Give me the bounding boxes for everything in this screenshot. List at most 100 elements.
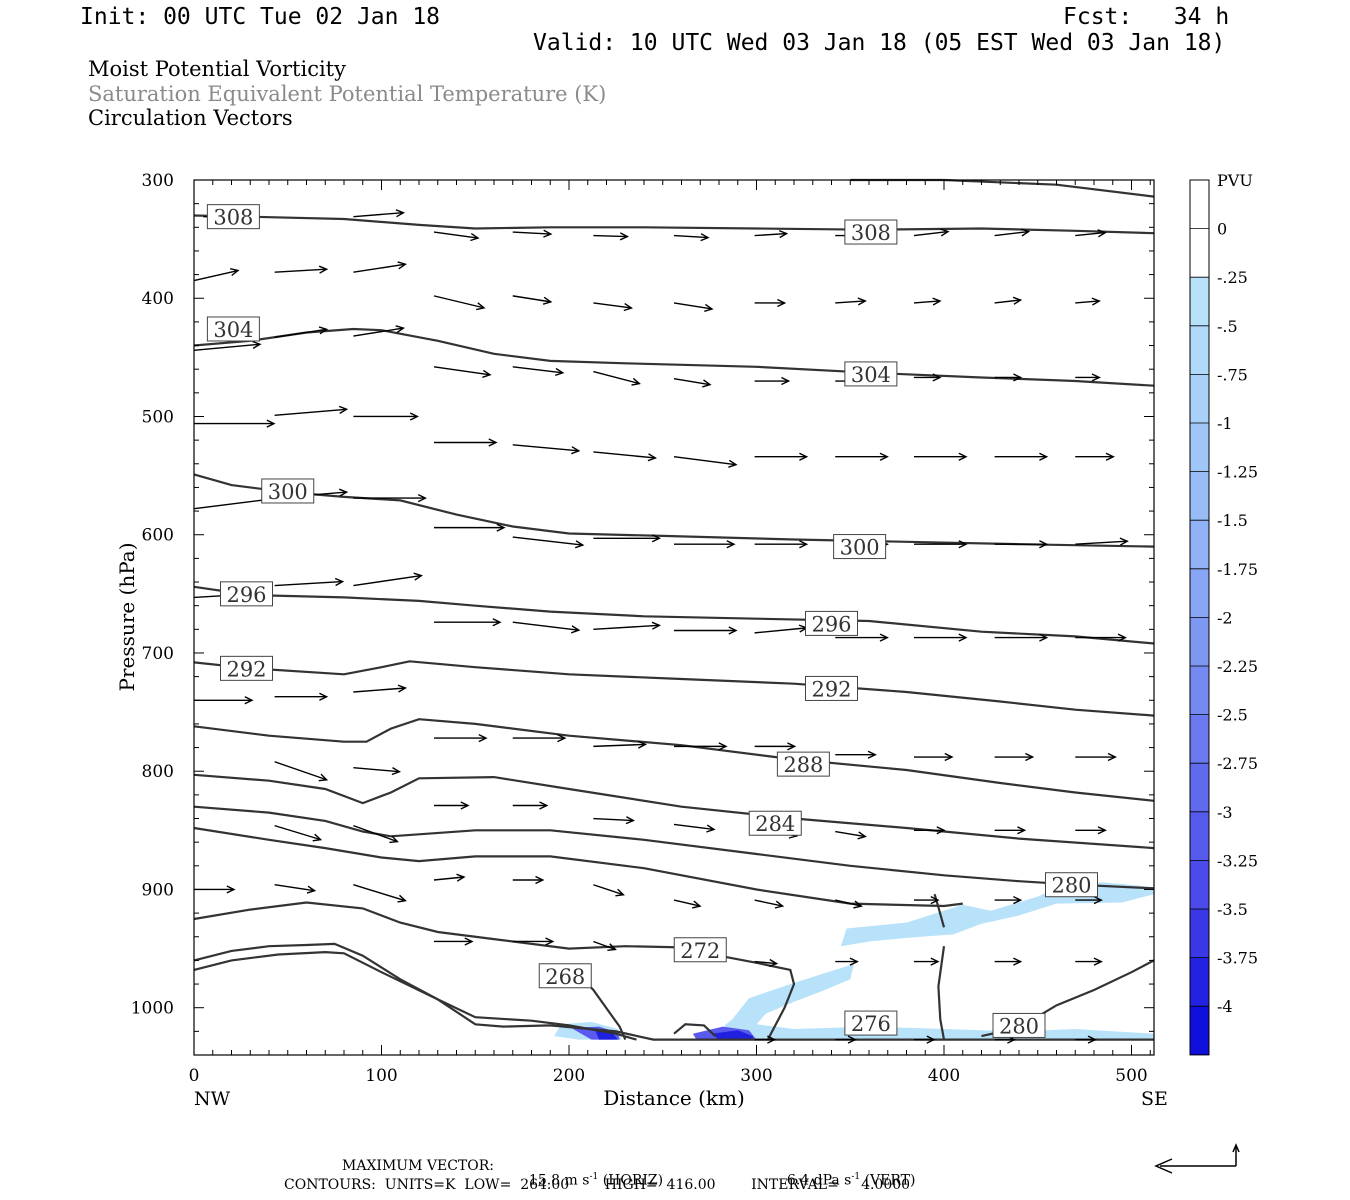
contour-label-text: 284 bbox=[755, 812, 795, 836]
colorbar-swatch bbox=[1190, 228, 1209, 278]
circulation-arrow bbox=[353, 261, 407, 273]
circulation-arrow bbox=[754, 958, 779, 968]
circulation-arrow bbox=[433, 873, 466, 882]
circulation-arrow bbox=[754, 899, 785, 909]
colorbar-swatch bbox=[1190, 471, 1209, 521]
contour-line bbox=[193, 826, 963, 908]
circulation-arrow bbox=[1075, 633, 1127, 642]
y-axis-label: Pressure (hPa) bbox=[115, 543, 139, 692]
colorbar-label: -1.5 bbox=[1217, 511, 1248, 530]
contour-line bbox=[193, 585, 1155, 645]
circulation-arrow bbox=[512, 801, 549, 810]
colorbar-label: -4 bbox=[1217, 997, 1233, 1016]
circulation-arrow bbox=[673, 899, 702, 909]
circulation-arrow bbox=[593, 451, 658, 462]
colorbar-swatch bbox=[1190, 617, 1209, 667]
circulation-arrow bbox=[1075, 957, 1103, 966]
contour-label-text: 268 bbox=[545, 965, 585, 989]
circulation-arrow bbox=[434, 438, 498, 447]
colorbar-swatch bbox=[1190, 423, 1209, 473]
contour-line bbox=[937, 946, 946, 1040]
contour-line bbox=[193, 942, 637, 1041]
circulation-arrow bbox=[754, 540, 809, 549]
circulation-arrow bbox=[274, 824, 323, 842]
contour-label: 304 bbox=[844, 361, 898, 387]
circulation-arrow bbox=[512, 444, 581, 455]
circulation-arrow bbox=[994, 895, 1023, 905]
title-vectors: Circulation Vectors bbox=[88, 106, 293, 130]
circulation-arrow bbox=[593, 302, 633, 312]
circulation-arrow bbox=[1075, 373, 1101, 382]
circulation-arrow bbox=[835, 633, 889, 642]
circulation-arrow bbox=[913, 228, 950, 237]
circulation-arrow bbox=[593, 534, 662, 543]
valid-time: Valid: 10 UTC Wed 03 Jan 18 (05 EST Wed … bbox=[533, 30, 1226, 56]
max-vector-label: MAXIMUM VECTOR: bbox=[342, 1158, 494, 1174]
circulation-arrow bbox=[274, 884, 317, 894]
x-tick-label: 300 bbox=[740, 1066, 772, 1086]
plot-frame bbox=[193, 179, 1155, 1056]
circulation-arrow bbox=[512, 229, 553, 238]
contour-label: 296 bbox=[220, 581, 273, 607]
circulation-arrow bbox=[353, 572, 423, 587]
circulation-arrow bbox=[512, 875, 545, 885]
circulation-arrow bbox=[754, 742, 797, 751]
y-tick-label: 900 bbox=[142, 880, 174, 900]
contour-label: 304 bbox=[206, 316, 260, 342]
vert-value: 6.4 dPa s bbox=[786, 1172, 852, 1189]
circulation-arrow bbox=[1075, 895, 1103, 905]
circulation-arrow bbox=[1075, 1035, 1097, 1044]
circulation-arrow bbox=[512, 536, 585, 549]
contour-label: 284 bbox=[748, 810, 802, 836]
contour-label-text: 304 bbox=[213, 318, 253, 342]
contour-line bbox=[193, 660, 1155, 717]
contour-label: 300 bbox=[261, 478, 315, 504]
colorbar-swatch bbox=[1190, 909, 1209, 959]
circulation-arrow bbox=[434, 618, 502, 627]
contour-line bbox=[193, 327, 1155, 387]
circulation-arrow bbox=[673, 302, 714, 312]
circulation-arrow bbox=[353, 824, 399, 844]
circulation-arrow bbox=[1075, 752, 1117, 762]
colorbar-swatch bbox=[1190, 325, 1209, 375]
contour-label: 300 bbox=[833, 534, 887, 560]
contour-label-text: 300 bbox=[268, 480, 308, 504]
circulation-arrow bbox=[835, 957, 859, 966]
circulation-arrow bbox=[914, 540, 968, 549]
colorbar-label: -2.5 bbox=[1217, 706, 1248, 725]
circulation-arrow bbox=[673, 233, 710, 242]
contour-label-text: 296 bbox=[811, 612, 851, 636]
circulation-arrow bbox=[673, 455, 738, 468]
max-vector-vert: 6.4 dPa s-1 (VERT) bbox=[778, 1159, 916, 1189]
circulation-arrow bbox=[434, 937, 474, 946]
y-tick-label: 700 bbox=[142, 644, 174, 664]
axes: 300 400 500 600 700 800 900 1000 0 100 200 300 400 50… bbox=[131, 171, 1154, 1086]
circulation-arrow bbox=[274, 326, 329, 338]
circulation-arrow bbox=[434, 801, 470, 810]
circulation-arrow bbox=[994, 957, 1023, 966]
max-vector-horiz: 15.8 m s-1 (HORIZ) bbox=[520, 1159, 663, 1188]
circulation-arrow bbox=[193, 268, 240, 282]
circulation-arrow bbox=[914, 752, 954, 762]
circulation-arrow bbox=[754, 452, 809, 461]
vert-unit: (VERT) bbox=[864, 1172, 916, 1189]
circulation-arrow bbox=[914, 826, 946, 835]
circulation-arrow bbox=[754, 229, 789, 239]
colorbar-label: -1.25 bbox=[1217, 463, 1258, 482]
theta-es-contours bbox=[193, 178, 1155, 1041]
contour-label-text: 280 bbox=[1051, 874, 1091, 898]
circulation-arrow bbox=[274, 265, 329, 274]
contour-line bbox=[193, 473, 1155, 548]
contour-label-text: 308 bbox=[851, 221, 891, 245]
circulation-arrow bbox=[593, 940, 617, 951]
circulation-arrow bbox=[353, 209, 406, 218]
circulation-arrow bbox=[754, 376, 791, 386]
contour-label: 292 bbox=[220, 655, 273, 681]
colorbar-swatch bbox=[1190, 714, 1209, 764]
contour-label: 280 bbox=[1045, 872, 1098, 898]
circulation-arrow bbox=[994, 752, 1035, 762]
title-theta-es: Saturation Equivalent Potential Temperat… bbox=[88, 82, 607, 106]
colorbar-label: -1.75 bbox=[1217, 560, 1258, 579]
colorbar-label: 0 bbox=[1217, 220, 1227, 239]
